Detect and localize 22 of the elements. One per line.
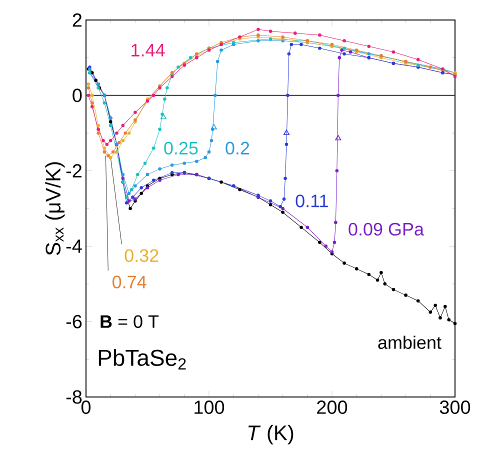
y-axis-title: S$_{xx}$ (μV/K): [45, 162, 65, 256]
annotation: B = 0 T: [100, 315, 159, 328]
x-tick-label: 100: [194, 400, 224, 414]
x-axis-title: T (K): [248, 424, 294, 444]
y-tick-label: 0: [72, 88, 82, 102]
series-label: 1.44: [132, 44, 165, 56]
y-tick-label: -8: [66, 390, 82, 404]
annotation: PbTaSe$_{2}$: [98, 349, 186, 370]
y-tick-label: -4: [66, 240, 82, 253]
series-label: 0.09 GPa: [348, 222, 424, 236]
series-label: 0.25: [164, 142, 198, 155]
x-tick-label: 0: [81, 400, 91, 414]
x-tick-label: 300: [440, 400, 470, 414]
x-tick-label: 200: [317, 400, 348, 414]
y-tick-label: 2: [72, 13, 82, 27]
series-label: ambient: [378, 336, 442, 349]
series-label: 0.11: [296, 194, 328, 208]
series-label: 0.2: [226, 142, 250, 155]
y-tick-label: -2: [66, 164, 82, 178]
text: 0.32: [124, 249, 158, 262]
y-tick-label: -6: [66, 314, 82, 328]
text: 0.74: [112, 276, 146, 288]
